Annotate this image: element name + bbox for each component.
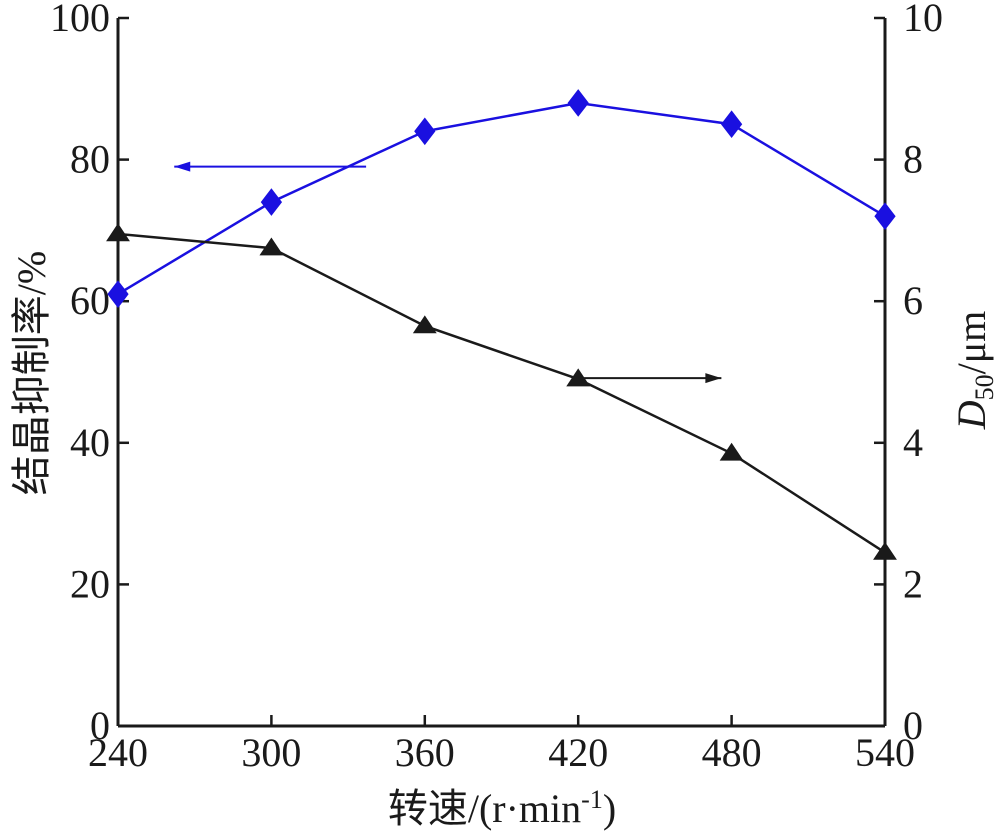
diamond-marker (414, 117, 436, 146)
x-tick-label: 540 (855, 730, 915, 775)
right-y-tick-label: 4 (903, 420, 923, 465)
diamond-marker (567, 89, 589, 117)
left-y-tick-label: 40 (70, 420, 110, 465)
x-tick-label: 480 (702, 730, 762, 775)
right-y-tick-label: 0 (903, 703, 923, 748)
left-y-tick-label: 60 (70, 278, 110, 323)
left-y-tick-label: 20 (70, 561, 110, 606)
series-line (117, 232, 886, 554)
left-y-tick-label: 0 (90, 703, 110, 748)
left-y-tick-label: 100 (50, 0, 110, 40)
triangle-marker (873, 541, 897, 560)
triangle-marker (412, 315, 437, 334)
diamond-marker (874, 202, 896, 231)
series-1 (107, 89, 896, 308)
right-y-tick-label: 2 (903, 561, 923, 606)
arrow-head (174, 161, 191, 172)
annotation-layer (174, 161, 722, 384)
right-y-tick-label: 6 (903, 278, 923, 323)
series-layer (106, 89, 897, 560)
right-y-tick-label: 8 (903, 137, 923, 182)
right-y-axis-title: D50/μm (949, 311, 999, 431)
left-y-tick-label: 80 (70, 137, 110, 182)
triangle-marker (719, 442, 744, 461)
left-y-axis-title: 结晶抑制率/% (9, 251, 54, 495)
triangle-marker (259, 237, 284, 256)
x-tick-label: 240 (88, 730, 148, 775)
left-arrow (174, 161, 367, 172)
right-y-tick-label: 10 (903, 0, 943, 40)
x-tick-label: 300 (241, 730, 301, 775)
diamond-marker (720, 110, 743, 139)
triangle-marker (106, 223, 130, 242)
labels-layer: 转速/(r·min-1) 结晶抑制率/% D50/μm (9, 251, 999, 831)
diamond-marker (260, 188, 283, 216)
x-tick-label: 360 (395, 730, 455, 775)
right-arrow (578, 373, 722, 384)
arrow-head (705, 373, 722, 384)
diamond-marker (107, 280, 129, 308)
series-2 (106, 223, 897, 560)
series-line (117, 101, 886, 296)
x-tick-label: 420 (548, 730, 608, 775)
x-axis-title: 转速/(r·min-1) (388, 785, 616, 831)
